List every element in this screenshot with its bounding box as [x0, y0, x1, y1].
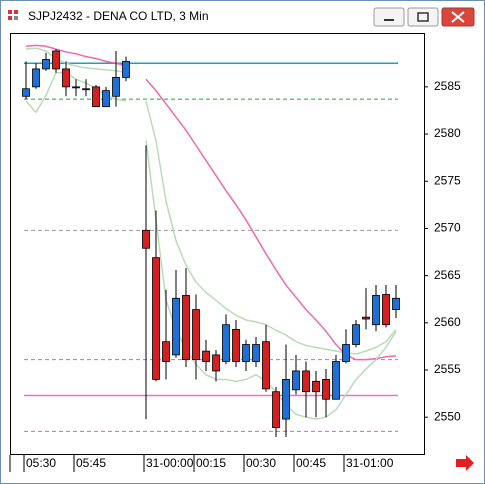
candle-body — [112, 77, 120, 97]
candle-body — [92, 86, 100, 108]
x-tick-label: 00:45 — [296, 456, 326, 470]
candle-body — [32, 68, 40, 88]
y-tick-label: 2555 — [434, 362, 461, 376]
candle-body — [82, 88, 90, 91]
candle-body — [102, 90, 110, 108]
y-tick-label: 2575 — [434, 173, 461, 187]
candle-body — [332, 361, 340, 400]
minimize-button[interactable] — [373, 7, 405, 27]
x-tick-label: 05:30 — [26, 456, 56, 470]
candle-body — [392, 297, 400, 310]
candle-body — [202, 350, 210, 362]
candle-body — [352, 324, 360, 345]
indicator-line — [25, 47, 397, 355]
y-tick-label: 2585 — [434, 79, 461, 93]
y-tick-label: 2550 — [434, 409, 461, 423]
maximize-button[interactable] — [407, 7, 439, 27]
close-button[interactable] — [441, 7, 475, 27]
candle-body — [322, 379, 330, 400]
candle-body — [212, 354, 220, 372]
candle-body — [62, 68, 70, 88]
candle-body — [302, 370, 310, 393]
candle-body — [222, 324, 230, 362]
window-icon — [8, 10, 18, 20]
candle-body — [182, 295, 190, 361]
x-tick-label: 00:15 — [196, 456, 226, 470]
candle-body — [152, 257, 160, 380]
candle-body — [52, 50, 60, 70]
y-tick-label: 2570 — [434, 221, 461, 235]
candle-body — [252, 344, 260, 362]
candle-body — [162, 341, 170, 362]
candle-body — [292, 370, 300, 391]
x-tick-label: 00:30 — [246, 456, 276, 470]
candle-body — [342, 344, 350, 362]
y-tick-label: 2560 — [434, 315, 461, 329]
candle-body — [242, 344, 250, 362]
candle-body — [382, 294, 390, 326]
scroll-arrow[interactable] — [456, 455, 474, 471]
candle-body — [272, 391, 280, 428]
candle-body — [172, 297, 180, 356]
candle-body — [72, 86, 80, 89]
x-tick-label: 31-01:00 — [346, 456, 394, 470]
chart: 2550 2555 2560 2565 2570 2575 2580 2585 05:30 05:… — [22, 44, 461, 472]
candle-body — [372, 295, 380, 326]
candle-body — [282, 379, 290, 420]
candle-body — [42, 59, 50, 70]
candle-body — [142, 229, 150, 249]
y-tick-label: 2565 — [434, 268, 461, 282]
x-tick-label: 05:45 — [76, 456, 106, 470]
candle-body — [312, 380, 320, 393]
indicator-line — [25, 44, 397, 361]
candle-body — [192, 309, 200, 361]
plot-area — [10, 33, 425, 455]
candle-body — [232, 329, 240, 362]
candle-body — [362, 316, 370, 320]
candle-body — [122, 60, 130, 78]
candle-body — [262, 341, 270, 390]
window-title: SJPJ2432 - DENA CO LTD, 3 Min — [28, 9, 209, 23]
candle-body — [22, 88, 30, 97]
x-tick-label: 31-00:00 — [146, 456, 194, 470]
y-tick-label: 2580 — [434, 126, 461, 140]
